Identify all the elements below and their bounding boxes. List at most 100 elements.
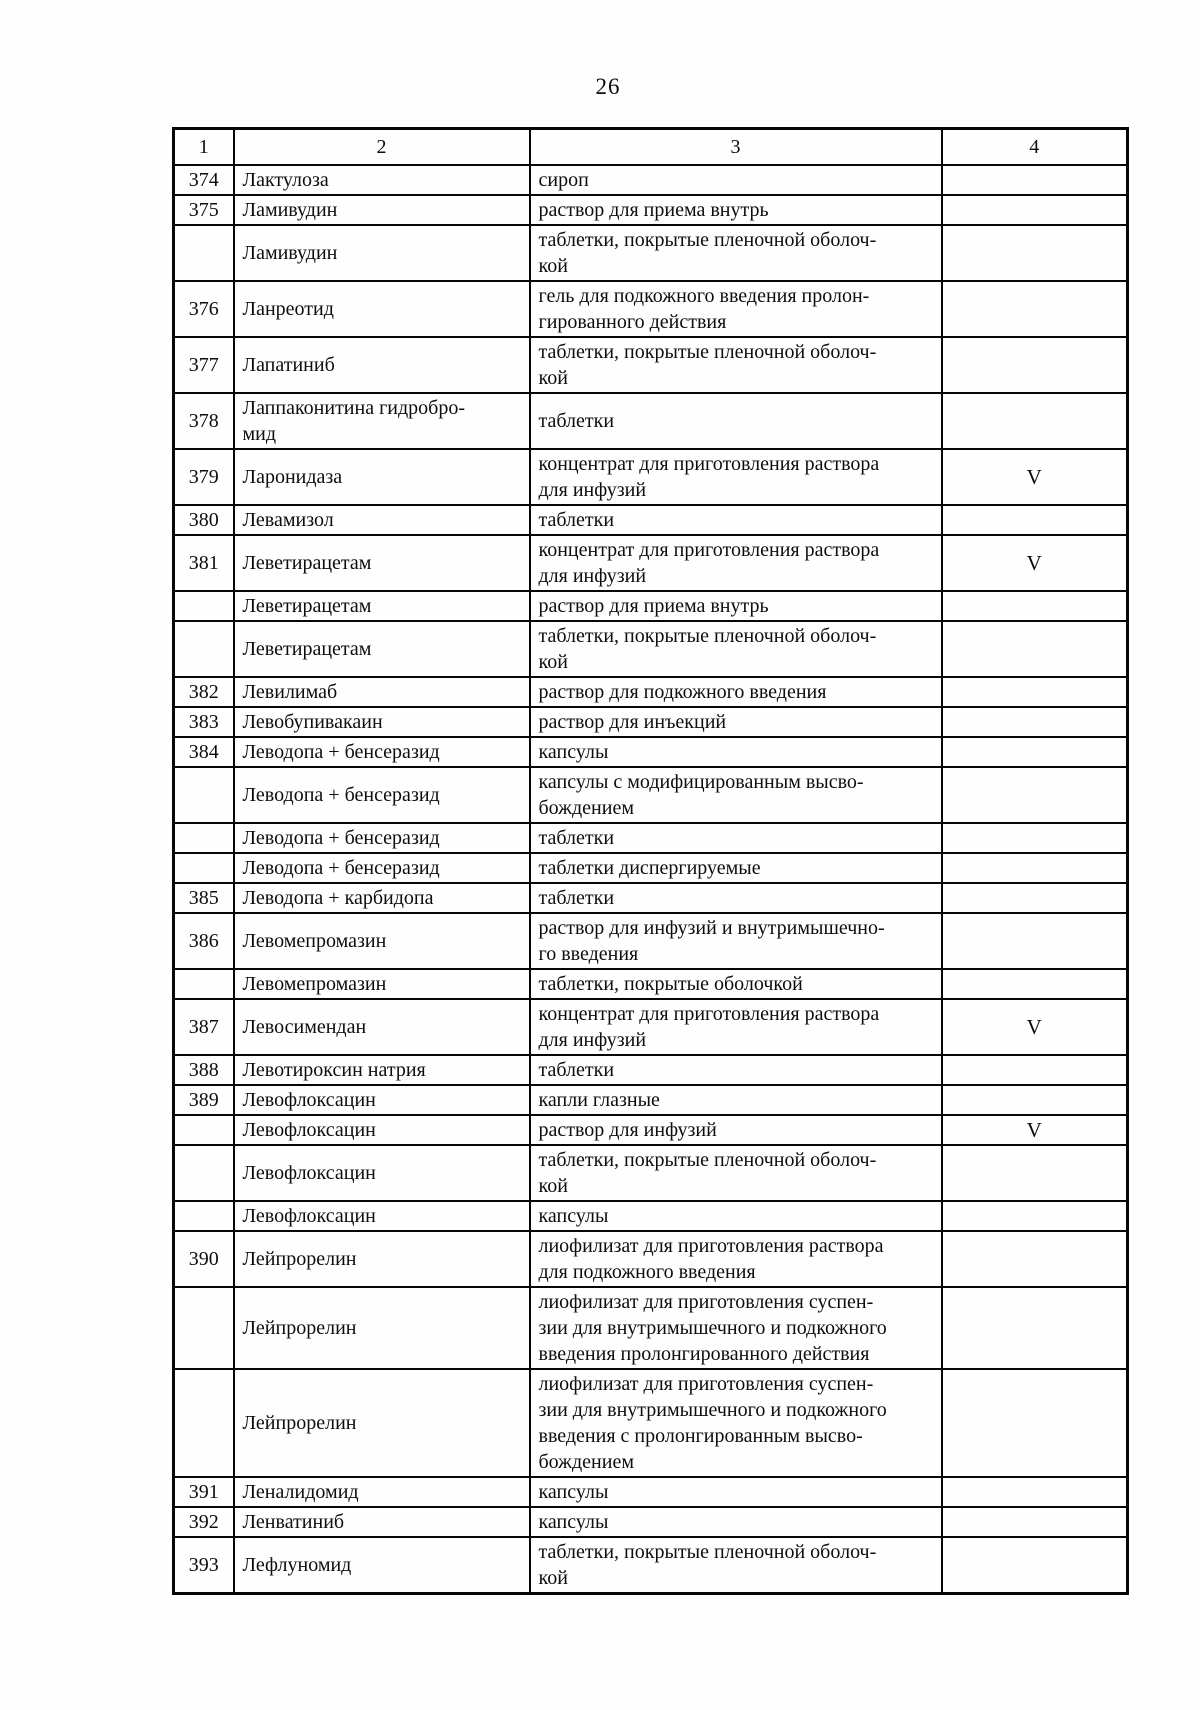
row-number-cell: 376 [172, 280, 235, 338]
table-row: Леводопа + бенсеразид капсулы с модифицир… [172, 766, 1129, 824]
drug-name-cell: Левофлоксацин [232, 1200, 531, 1232]
drug-name-cell: Левотироксин натрия [232, 1054, 531, 1086]
dosage-form-cell: концентрат для приготовления раствора дл… [528, 998, 943, 1056]
dosage-form-cell: таблетки, покрытые пленочной оболоч- кой [528, 1144, 943, 1202]
drug-name-cell: Лефлуномид [232, 1536, 531, 1595]
row-number-cell: 386 [172, 912, 235, 970]
table-row: 387 Левосимендан концентрат для приготовле… [172, 998, 1129, 1056]
drug-name-cell: Леводопа + карбидопа [232, 882, 531, 914]
mark-cell [940, 882, 1129, 914]
drug-name-cell: Левобупивакаин [232, 706, 531, 738]
dosage-form-cell: раствор для инъекций [528, 706, 943, 738]
dosage-form-cell: раствор для приема внутрь [528, 590, 943, 622]
table-row: Левофлоксацин капсулы [172, 1200, 1129, 1232]
mark-cell [940, 766, 1129, 824]
dosage-form-cell: капсулы [528, 1476, 943, 1508]
drug-name-cell: Леводопа + бенсеразид [232, 736, 531, 768]
mark-cell: V [940, 1114, 1129, 1146]
mark-cell [940, 1144, 1129, 1202]
dosage-form-cell: лиофилизат для приготовления суспен- зии… [528, 1286, 943, 1370]
row-number-cell [172, 852, 235, 884]
drug-name-cell: Леветирацетам [232, 620, 531, 678]
drug-name-cell: Леводопа + бенсеразид [232, 852, 531, 884]
row-number-cell: 389 [172, 1084, 235, 1116]
mark-cell: V [940, 448, 1129, 506]
table-row: 383 Левобупивакаин раствор для инъекций [172, 706, 1129, 738]
row-number-cell: 377 [172, 336, 235, 394]
table-row: 379 Ларонидаза концентрат для приготовлени… [172, 448, 1129, 506]
mark-cell [940, 1286, 1129, 1370]
row-number-cell: 384 [172, 736, 235, 768]
column-header-3: 3 [528, 127, 943, 166]
table-row: 385 Леводопа + карбидопа таблетки [172, 882, 1129, 914]
table-row: 378 Лаппаконитина гидробро- мид таблетки [172, 392, 1129, 450]
row-number-cell [172, 1368, 235, 1478]
dosage-form-cell: концентрат для приготовления раствора дл… [528, 534, 943, 592]
table-header-row: 1 2 3 4 [172, 127, 1129, 166]
dosage-form-cell: капсулы с модифицированным высво- божден… [528, 766, 943, 824]
drug-name-cell: Ларонидаза [232, 448, 531, 506]
row-number-cell: 382 [172, 676, 235, 708]
dosage-form-cell: раствор для подкожного введения [528, 676, 943, 708]
dosage-form-cell: таблетки [528, 392, 943, 450]
drug-name-cell: Леводопа + бенсеразид [232, 766, 531, 824]
table-row: 393 Лефлуномид таблетки, покрытые пленочно… [172, 1536, 1129, 1595]
column-header-1: 1 [172, 127, 235, 166]
dosage-form-cell: капсулы [528, 1506, 943, 1538]
table-row: 392 Ленватиниб капсулы [172, 1506, 1129, 1538]
row-number-cell [172, 1114, 235, 1146]
table-row: 377 Лапатиниб таблетки, покрытые пленочной… [172, 336, 1129, 394]
drug-name-cell: Левофлоксацин [232, 1144, 531, 1202]
mark-cell [940, 620, 1129, 678]
row-number-cell [172, 1144, 235, 1202]
dosage-form-cell: лиофилизат для приготовления раствора дл… [528, 1230, 943, 1288]
mark-cell [940, 736, 1129, 768]
mark-cell [940, 392, 1129, 450]
dosage-form-cell: таблетки, покрытые пленочной оболоч- кой [528, 224, 943, 282]
table-row: 375 Ламивудин раствор для приема внутрь [172, 194, 1129, 226]
dosage-form-cell: таблетки [528, 1054, 943, 1086]
mark-cell [940, 1230, 1129, 1288]
table-row: 390 Лейпрорелин лиофилизат для приготовлен… [172, 1230, 1129, 1288]
table-row: Ламивудин таблетки, покрытые пленочной об… [172, 224, 1129, 282]
row-number-cell: 387 [172, 998, 235, 1056]
row-number-cell [172, 1200, 235, 1232]
mark-cell [940, 336, 1129, 394]
row-number-cell: 385 [172, 882, 235, 914]
dosage-form-cell: сироп [528, 164, 943, 196]
mark-cell [940, 164, 1129, 196]
row-number-cell: 388 [172, 1054, 235, 1086]
mark-cell [940, 1476, 1129, 1508]
table-row: 380 Левамизол таблетки [172, 504, 1129, 536]
drug-name-cell: Леветирацетам [232, 534, 531, 592]
mark-cell: V [940, 998, 1129, 1056]
mark-cell [940, 194, 1129, 226]
drug-name-cell: Лаппаконитина гидробро- мид [232, 392, 531, 450]
medication-table: 1 2 3 4 374 Лактулоза сироп 375 Ламивудин рас… [172, 127, 1129, 1595]
table-row: 388 Левотироксин натрия таблетки [172, 1054, 1129, 1086]
table-row: 382 Левилимаб раствор для подкожного введе… [172, 676, 1129, 708]
row-number-cell: 374 [172, 164, 235, 196]
mark-cell [940, 852, 1129, 884]
mark-cell [940, 504, 1129, 536]
drug-name-cell: Левомепромазин [232, 912, 531, 970]
table-row: Левомепромазин таблетки, покрытые оболочк… [172, 968, 1129, 1000]
dosage-form-cell: таблетки диспергируемые [528, 852, 943, 884]
mark-cell [940, 590, 1129, 622]
drug-name-cell: Леветирацетам [232, 590, 531, 622]
row-number-cell [172, 766, 235, 824]
drug-name-cell: Левомепромазин [232, 968, 531, 1000]
mark-cell [940, 912, 1129, 970]
page-number: 26 [595, 74, 621, 99]
drug-name-cell: Левосимендан [232, 998, 531, 1056]
drug-name-cell: Леналидомид [232, 1476, 531, 1508]
table-row: Левофлоксацин раствор для инфузий V [172, 1114, 1129, 1146]
dosage-form-cell: раствор для приема внутрь [528, 194, 943, 226]
dosage-form-cell: таблетки, покрытые оболочкой [528, 968, 943, 1000]
drug-name-cell: Левилимаб [232, 676, 531, 708]
table-row: Лейпрорелин лиофилизат для приготовления … [172, 1286, 1129, 1370]
table-row: 389 Левофлоксацин капли глазные [172, 1084, 1129, 1116]
drug-name-cell: Лактулоза [232, 164, 531, 196]
dosage-form-cell: гель для подкожного введения пролон- гир… [528, 280, 943, 338]
dosage-form-cell: таблетки [528, 822, 943, 854]
